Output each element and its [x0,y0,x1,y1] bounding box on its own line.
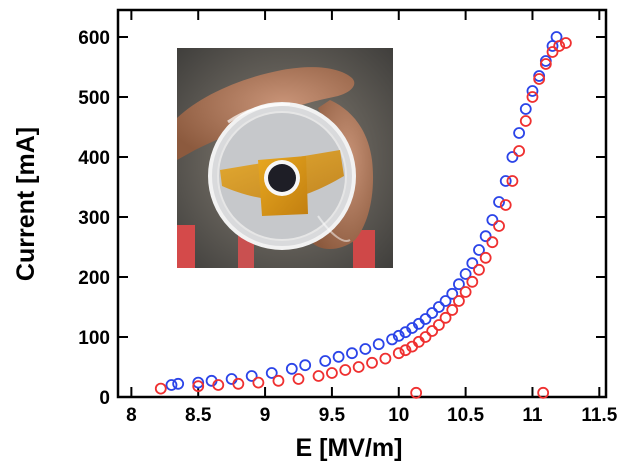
y-tick-label: 200 [78,268,110,289]
data-point [419,331,432,343]
data-point [526,91,539,103]
y-tick-label: 600 [78,28,110,49]
data-point [439,295,452,307]
data-point [326,367,338,379]
data-point [506,151,519,163]
data-point [446,287,459,300]
data-point [346,347,358,360]
data-point [410,386,423,399]
data-point [172,377,185,390]
y-tick-label: 0 [99,388,110,409]
y-tick-label: 400 [78,148,110,169]
x-tick-label: 8.5 [185,405,212,426]
data-point [432,319,445,331]
data-point [392,329,405,342]
data-point [366,356,378,369]
x-tick-label: 10 [388,405,409,426]
data-point [513,127,525,139]
data-point [479,230,492,243]
data-point [453,295,465,307]
data-point [312,370,325,382]
data-point [446,304,459,316]
plot-frame [116,8,608,399]
data-point [332,350,345,363]
x-tick-label: 8 [126,405,137,426]
data-point [292,373,305,385]
data-point [372,338,385,351]
data-point [459,268,472,280]
data-point [553,40,566,52]
data-point [513,145,525,157]
data-point [559,37,572,49]
data-point [473,244,485,256]
data-point [192,376,205,389]
data-point [466,275,479,288]
data-point [386,333,398,346]
x-tick-label: 9.5 [319,405,346,426]
x-tick-label: 9 [260,405,271,426]
data-point [533,73,546,85]
x-tick-label: 10.5 [447,405,484,426]
data-point [245,370,258,382]
y-axis-ticks: 0 100 200 300 400 500 600 [78,28,606,409]
data-point [399,344,412,357]
data-point [439,311,452,324]
data-point [154,382,167,395]
data-point [232,377,245,390]
data-point [359,343,372,355]
data-point [419,313,432,325]
data-point [539,58,552,70]
data-point [537,386,550,399]
data-point [493,196,505,208]
data-point [486,214,499,226]
x-tick-label: 11 [522,405,543,426]
data-point [432,301,445,313]
data-point [319,355,332,367]
x-axis-ticks: 8 8.5 9 9.5 10 10.5 11 11.5 [126,10,618,426]
data-point [479,251,492,264]
data-point [285,362,298,375]
data-point [453,278,465,291]
y-tick-label: 100 [78,328,110,349]
data-point [165,379,178,391]
data-point [265,367,278,379]
data-point [506,175,519,187]
data-point [192,380,205,393]
data-point [212,379,225,391]
x-tick-label: 11.5 [581,405,617,426]
data-point [526,85,539,97]
inset-photo [177,48,393,268]
data-point [493,220,505,232]
data-point [299,359,312,372]
data-point [519,103,532,115]
data-point [379,352,392,365]
data-point [426,325,439,337]
data-point [426,307,439,319]
y-tick-label: 500 [78,88,110,109]
y-tick-label: 300 [78,208,110,229]
data-point [546,46,559,58]
data-point [486,236,499,249]
data-point [459,286,472,298]
data-point [392,347,405,360]
data-point [473,263,485,276]
data-point [272,374,285,387]
x-axis-label: E [MV/m] [296,434,403,462]
y-axis-label: Current [mA] [12,127,40,281]
data-point [339,364,352,376]
data-point [499,175,512,187]
series-red-points [154,37,572,399]
data-point [519,115,532,127]
data-point [252,376,265,389]
data-point [352,361,365,373]
data-point [466,257,479,270]
data-point [499,199,512,211]
